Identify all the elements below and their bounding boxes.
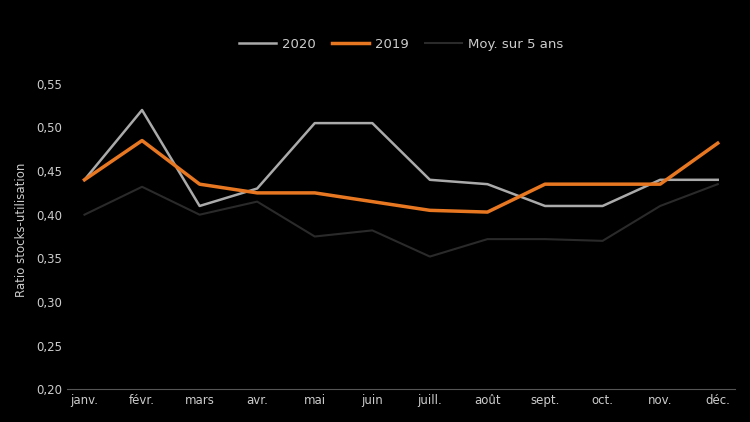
2020 [483,181,492,187]
2020 [425,177,434,182]
2019 [253,190,262,195]
Moy. sur 5 ans [483,237,492,242]
Legend: 2020, 2019, Moy. sur 5 ans: 2020, 2019, Moy. sur 5 ans [233,33,569,57]
2020 [541,203,550,208]
2019 [713,141,722,146]
2020 [713,177,722,182]
Moy. sur 5 ans [195,212,204,217]
2019 [598,181,607,187]
Moy. sur 5 ans [425,254,434,259]
Moy. sur 5 ans [656,203,664,208]
2019 [195,181,204,187]
Moy. sur 5 ans [368,228,376,233]
Line: Moy. sur 5 ans: Moy. sur 5 ans [85,184,718,257]
Line: 2020: 2020 [85,110,718,206]
2019 [368,199,376,204]
2020 [310,121,320,126]
2020 [80,177,89,182]
2020 [656,177,664,182]
2020 [598,203,607,208]
Moy. sur 5 ans [598,238,607,243]
2019 [541,181,550,187]
Moy. sur 5 ans [541,237,550,242]
2019 [425,208,434,213]
2020 [137,108,146,113]
2020 [368,121,376,126]
Moy. sur 5 ans [713,181,722,187]
Y-axis label: Ratio stocks-utilisation: Ratio stocks-utilisation [15,163,28,297]
2019 [80,177,89,182]
Moy. sur 5 ans [253,199,262,204]
Line: 2019: 2019 [85,141,718,212]
2019 [483,210,492,215]
Moy. sur 5 ans [310,234,320,239]
2019 [310,190,320,195]
2020 [195,203,204,208]
Moy. sur 5 ans [137,184,146,189]
2019 [137,138,146,143]
2020 [253,186,262,191]
2019 [656,181,664,187]
Moy. sur 5 ans [80,212,89,217]
